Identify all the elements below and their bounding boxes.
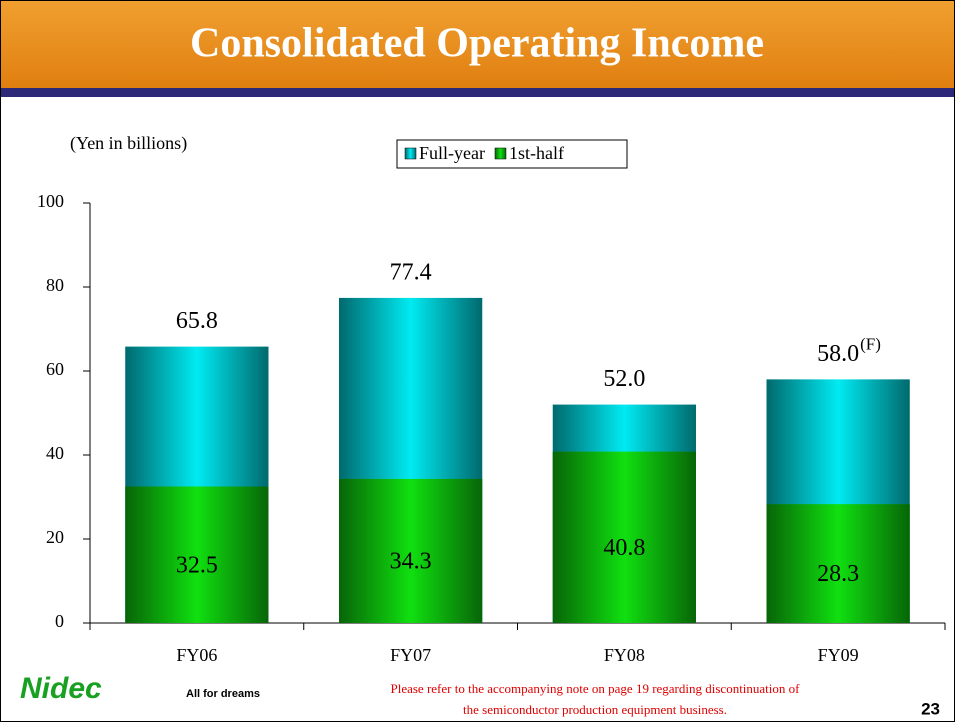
x-tick-label: FY08 <box>604 645 645 665</box>
x-tick-label: FY06 <box>176 645 217 665</box>
y-tick-label: 100 <box>37 191 64 211</box>
data-label: 65.8 <box>176 308 218 334</box>
bar-shade <box>125 486 269 623</box>
footnote-line: the semiconductor production equipment b… <box>463 702 727 717</box>
data-label: 34.3 <box>390 548 432 574</box>
y-tick-label: 40 <box>46 443 64 463</box>
legend-label: 1st-half <box>509 143 564 163</box>
bar-shade <box>339 478 483 623</box>
slogan: All for dreams <box>186 688 260 700</box>
footnote-line: Please refer to the accompanying note on… <box>390 681 800 696</box>
x-tick-label: FY07 <box>390 645 431 665</box>
data-label: 40.8 <box>603 535 645 561</box>
header-rule <box>0 88 955 97</box>
axis-unit-label: (Yen in billions) <box>70 133 187 154</box>
logo: Nidec <box>20 672 102 705</box>
y-tick-label: 60 <box>46 359 64 379</box>
forecast-mark: (F) <box>860 334 881 353</box>
page-number: 23 <box>921 699 940 718</box>
data-label: 32.5 <box>176 552 218 578</box>
data-label: 28.3 <box>817 561 859 587</box>
data-label: 52.0 <box>603 366 645 392</box>
y-tick-label: 0 <box>55 611 64 631</box>
legend-swatch-shade <box>405 148 416 159</box>
y-tick-label: 20 <box>46 527 64 547</box>
data-label: 58.0 <box>817 341 859 367</box>
x-tick-label: FY09 <box>818 645 859 665</box>
legend-swatch-shade <box>494 148 506 159</box>
slide-title: Consolidated Operating Income <box>190 21 764 67</box>
legend-label: Full-year <box>419 143 485 163</box>
bar-shade <box>766 504 910 623</box>
bar-shade <box>552 451 696 623</box>
header-band <box>0 0 955 88</box>
y-tick-label: 80 <box>46 275 64 295</box>
legend-box <box>396 139 628 169</box>
data-label: 77.4 <box>390 259 432 285</box>
